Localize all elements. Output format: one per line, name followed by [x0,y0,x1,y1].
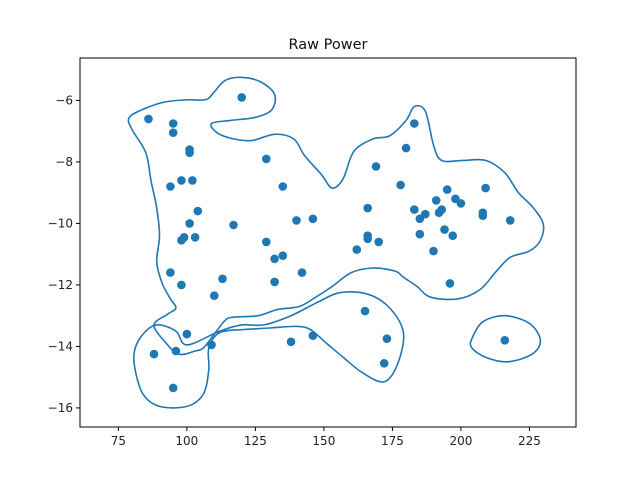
data-point-38 [379,359,389,368]
data-points [144,93,515,393]
data-point-51 [415,229,425,239]
data-point-37 [382,334,392,344]
data-point-55 [437,205,447,214]
data-point-52 [429,246,438,256]
x-tick-label-100: 100 [175,434,198,448]
y-tick-label--6: −6 [55,94,73,108]
data-point-47 [396,180,405,190]
density-contours [127,76,545,409]
data-point-7 [166,182,175,191]
data-point-15 [229,220,238,230]
data-point-44 [352,245,362,254]
data-point-9 [188,176,197,185]
data-point-8 [177,176,186,185]
data-point-34 [286,337,296,347]
data-point-46 [401,143,411,153]
data-point-53 [431,196,441,205]
data-point-36 [360,306,370,316]
data-point-16 [166,268,175,277]
data-point-23 [207,340,216,350]
data-point-32 [270,277,279,287]
contour-1 [127,76,545,356]
data-point-66 [500,336,510,345]
data-point-25 [262,154,271,164]
y-tick-label--8: −8 [55,155,73,169]
contour-2 [132,291,405,409]
data-point-64 [478,211,488,220]
data-point-33 [297,268,307,277]
data-point-4 [237,93,246,102]
data-point-29 [278,251,288,260]
data-point-60 [448,231,458,240]
data-point-43 [374,237,384,247]
data-point-24 [168,383,178,393]
data-point-39 [371,162,381,171]
data-point-6 [185,148,194,157]
x-tick-label-175: 175 [381,434,404,448]
x-tick-label-200: 200 [449,434,472,448]
data-point-61 [445,279,455,288]
plot-frame [79,57,577,428]
data-point-65 [505,216,515,225]
data-point-3 [168,128,178,137]
y-tick-label--10: −10 [48,217,73,231]
data-point-42 [363,234,373,244]
data-point-48 [410,205,419,214]
data-point-13 [177,236,186,245]
x-tick-label-75: 75 [111,434,126,448]
data-point-58 [456,199,466,208]
x-tick-label-125: 125 [244,434,267,448]
y-tick-label--16: −16 [48,401,73,415]
y-tick-label--14: −14 [48,340,73,354]
y-tick-label--12: −12 [48,278,73,292]
data-point-14 [190,233,200,242]
data-point-21 [149,349,159,359]
x-tick-label-225: 225 [518,434,541,448]
data-point-50 [421,209,430,219]
data-point-2 [168,119,178,128]
data-point-28 [270,254,279,264]
chart-title: Raw Power [289,37,368,53]
contour-3 [469,314,542,363]
x-axis: 75 100 125 150 175 200 225 [111,427,541,448]
data-point-1 [144,114,153,124]
data-point-26 [278,182,288,191]
data-point-40 [363,203,373,213]
data-point-11 [185,219,194,228]
data-point-35 [308,331,318,341]
data-point-17 [177,280,186,290]
data-point-56 [442,185,452,194]
x-tick-label-150: 150 [312,434,335,448]
data-point-31 [308,214,318,224]
data-point-22 [171,346,181,356]
data-point-62 [481,183,490,193]
data-point-30 [292,216,301,225]
data-point-20 [182,329,192,339]
data-point-10 [193,206,203,216]
data-point-18 [218,274,227,284]
y-axis: −16 −14 −12 −10 −8 −6 [48,94,80,415]
data-point-27 [262,237,271,247]
data-point-59 [440,225,449,234]
data-point-19 [210,291,219,301]
data-point-45 [410,119,419,128]
